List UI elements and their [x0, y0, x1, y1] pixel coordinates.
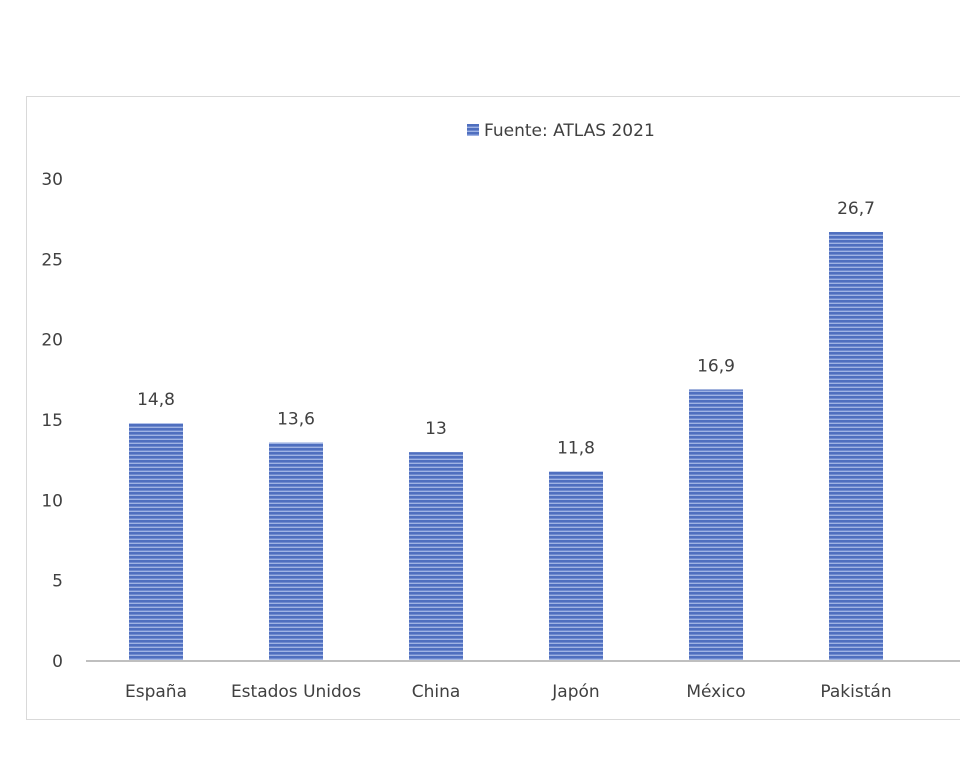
bar: [269, 442, 323, 661]
legend-swatch: [467, 124, 479, 136]
y-tick-label: 0: [52, 652, 63, 672]
data-label: 13,6: [277, 409, 315, 429]
y-tick-label: 15: [41, 411, 63, 431]
y-tick-label: 5: [52, 572, 63, 592]
bar: [549, 471, 603, 661]
data-label: 16,9: [697, 356, 735, 376]
x-tick-label: Japón: [551, 682, 599, 702]
data-label: 11,8: [557, 438, 595, 458]
x-tick-label: México: [686, 682, 745, 702]
y-tick-label: 25: [41, 250, 63, 270]
data-label: 13: [425, 419, 447, 439]
bar: [829, 232, 883, 661]
x-tick-label: China: [412, 682, 461, 702]
x-tick-label: Estados Unidos: [231, 682, 361, 702]
bar: [409, 452, 463, 661]
y-tick-label: 10: [41, 491, 63, 511]
bar: [129, 423, 183, 661]
x-tick-label: Pakistán: [820, 682, 891, 702]
bar: [689, 389, 743, 661]
y-tick-label: 30: [41, 170, 63, 190]
legend-label: Fuente: ATLAS 2021: [484, 121, 655, 141]
y-tick-label: 20: [41, 331, 63, 351]
data-label: 14,8: [137, 390, 175, 410]
legend: Fuente: ATLAS 2021: [467, 121, 655, 141]
x-tick-label: España: [125, 682, 187, 702]
data-label: 26,7: [837, 199, 875, 219]
